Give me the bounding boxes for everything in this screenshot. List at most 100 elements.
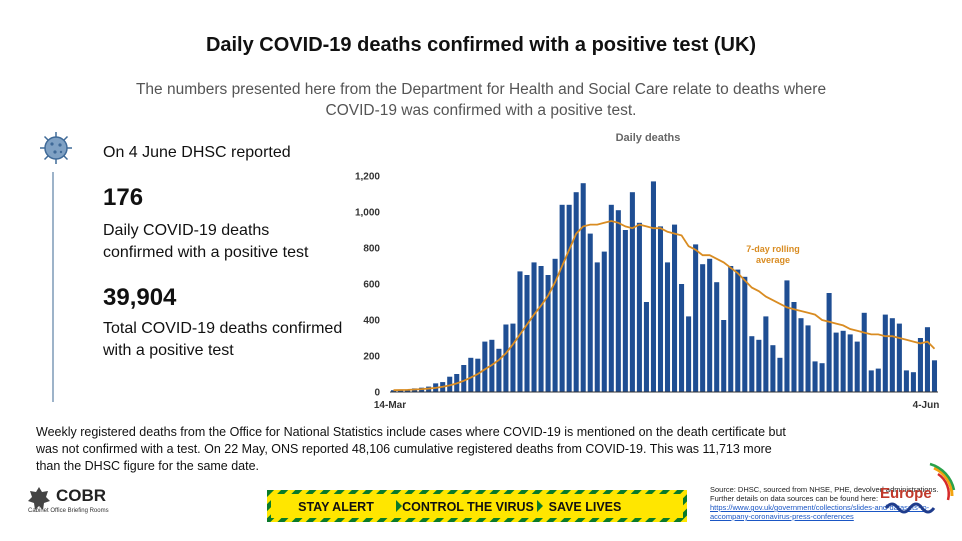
banner-part-1: STAY ALERT bbox=[298, 500, 374, 514]
daily-deaths-bar bbox=[664, 262, 671, 392]
y-tick-label: 1,200 bbox=[355, 172, 380, 183]
daily-deaths-bar bbox=[531, 262, 537, 392]
daily-deaths-bar bbox=[924, 327, 930, 392]
daily-deaths-bar bbox=[847, 334, 853, 392]
daily-deaths-bar bbox=[686, 316, 692, 392]
banner-arrow-2 bbox=[537, 500, 543, 512]
daily-deaths-bar bbox=[770, 345, 776, 392]
daily-deaths-bar bbox=[903, 370, 909, 392]
daily-deaths-bar bbox=[594, 262, 600, 392]
daily-deaths-bar bbox=[833, 332, 839, 392]
y-tick-label: 0 bbox=[374, 388, 380, 399]
daily-deaths-bar bbox=[650, 181, 656, 392]
daily-deaths-bar bbox=[496, 348, 502, 392]
y-tick-label: 200 bbox=[363, 352, 380, 363]
daily-deaths-bar bbox=[482, 341, 488, 392]
ons-footnote: Weekly registered deaths from the Office… bbox=[36, 425, 786, 473]
daily-deaths-bar bbox=[615, 210, 621, 392]
x-tick-label-start: 14-Mar bbox=[374, 400, 406, 411]
daily-deaths-bar bbox=[672, 224, 678, 392]
total-deaths-value: 39,904 bbox=[103, 284, 177, 311]
daily-deaths-bar bbox=[693, 244, 699, 392]
virus-icon bbox=[40, 132, 72, 164]
daily-deaths-bar bbox=[566, 204, 572, 392]
daily-deaths-bar bbox=[447, 376, 453, 392]
daily-deaths-bar bbox=[622, 230, 628, 392]
daily-deaths-bar bbox=[749, 336, 755, 392]
daily-deaths-bar bbox=[657, 226, 664, 392]
source-link[interactable]: https://www.gov.uk/government/collection… bbox=[710, 503, 930, 521]
daily-deaths-bar bbox=[601, 251, 607, 392]
chart-title: Daily deaths bbox=[615, 132, 681, 144]
daily-deaths-bar bbox=[707, 258, 713, 392]
daily-deaths-value: 176 bbox=[103, 184, 144, 211]
daily-deaths-bar bbox=[742, 276, 748, 392]
daily-deaths-bar bbox=[538, 266, 544, 392]
daily-deaths-bar bbox=[580, 183, 586, 392]
daily-deaths-bar bbox=[896, 323, 902, 392]
y-tick-label: 1,000 bbox=[355, 208, 380, 219]
cobr-subtitle: Cabinet Office Briefing Rooms bbox=[28, 508, 109, 514]
daily-deaths-bar bbox=[805, 325, 811, 392]
daily-deaths-bar bbox=[552, 258, 558, 392]
daily-deaths-bar bbox=[819, 363, 825, 392]
rolling-average-annotation-line: average bbox=[756, 255, 790, 265]
page-subtitle: The numbers presented here from the Depa… bbox=[135, 81, 827, 119]
daily-deaths-bar bbox=[545, 275, 551, 392]
daily-deaths-bar bbox=[735, 269, 741, 392]
daily-deaths-bar bbox=[524, 275, 530, 392]
daily-deaths-bar bbox=[798, 318, 804, 392]
daily-deaths-bar bbox=[840, 330, 846, 392]
daily-deaths-bar bbox=[917, 338, 923, 392]
bar-series bbox=[390, 181, 938, 392]
daily-deaths-bar bbox=[700, 264, 706, 392]
daily-deaths-bar bbox=[517, 271, 523, 392]
daily-deaths-bar bbox=[721, 320, 727, 392]
daily-deaths-bar bbox=[714, 282, 720, 392]
daily-deaths-bar bbox=[390, 390, 397, 392]
rolling-average-line bbox=[393, 220, 936, 392]
x-tick-label-end: 4-Jun bbox=[913, 400, 940, 411]
rolling-average-annotation-line: 7-day rolling bbox=[746, 244, 800, 254]
daily-deaths-bar bbox=[587, 233, 593, 392]
stay-alert-banner: STAY ALERT CONTROL THE VIRUS SAVE LIVES bbox=[267, 490, 687, 522]
daily-deaths-bar bbox=[777, 357, 783, 392]
reported-label: On 4 June DHSC reported bbox=[103, 144, 291, 161]
crest-icon bbox=[28, 487, 50, 510]
daily-deaths-description: Daily COVID-19 deaths confirmed with a p… bbox=[103, 222, 309, 261]
europe-watermark-logo: Europe bbox=[880, 462, 956, 514]
daily-deaths-chart: 0 200 400 600 800 1,000 1,200 14-Mar 4-Jun 7-d… bbox=[355, 172, 940, 412]
source-text: Source: DHSC, sourced from NHSE, PHE, de… bbox=[710, 485, 939, 503]
daily-deaths-bar bbox=[889, 318, 895, 392]
cobr-text: COBR bbox=[56, 486, 107, 505]
source-note: Source: DHSC, sourced from NHSE, PHE, de… bbox=[710, 485, 950, 521]
daily-deaths-bar bbox=[468, 357, 474, 392]
daily-deaths-bar bbox=[826, 293, 832, 392]
banner-part-2: CONTROL THE VIRUS bbox=[402, 500, 534, 514]
daily-deaths-bar bbox=[629, 192, 635, 392]
daily-deaths-bar bbox=[573, 192, 579, 392]
daily-deaths-bar bbox=[461, 365, 467, 392]
cobr-logo: COBR Cabinet Office Briefing Rooms bbox=[24, 484, 134, 520]
daily-deaths-bar bbox=[812, 361, 818, 392]
banner-arrow-1 bbox=[396, 500, 402, 512]
y-tick-label: 800 bbox=[363, 244, 380, 255]
daily-deaths-bar bbox=[510, 323, 516, 392]
daily-deaths-bar bbox=[503, 324, 509, 392]
daily-deaths-bar bbox=[868, 370, 874, 392]
daily-deaths-bar bbox=[756, 339, 762, 392]
daily-deaths-bar bbox=[763, 316, 769, 392]
daily-deaths-bar bbox=[875, 368, 881, 392]
daily-deaths-bar bbox=[882, 314, 888, 392]
daily-deaths-bar bbox=[608, 204, 614, 392]
watermark-text: Europe bbox=[880, 485, 932, 502]
banner-part-3: SAVE LIVES bbox=[549, 500, 622, 514]
daily-deaths-bar bbox=[643, 302, 649, 392]
daily-deaths-bar bbox=[910, 372, 916, 392]
divider-line bbox=[52, 172, 54, 402]
daily-deaths-bar bbox=[636, 222, 642, 392]
daily-deaths-bar bbox=[475, 358, 481, 392]
daily-deaths-bar bbox=[559, 204, 565, 392]
daily-deaths-bar bbox=[931, 360, 938, 392]
page-title: Daily COVID-19 deaths confirmed with a p… bbox=[205, 34, 757, 56]
